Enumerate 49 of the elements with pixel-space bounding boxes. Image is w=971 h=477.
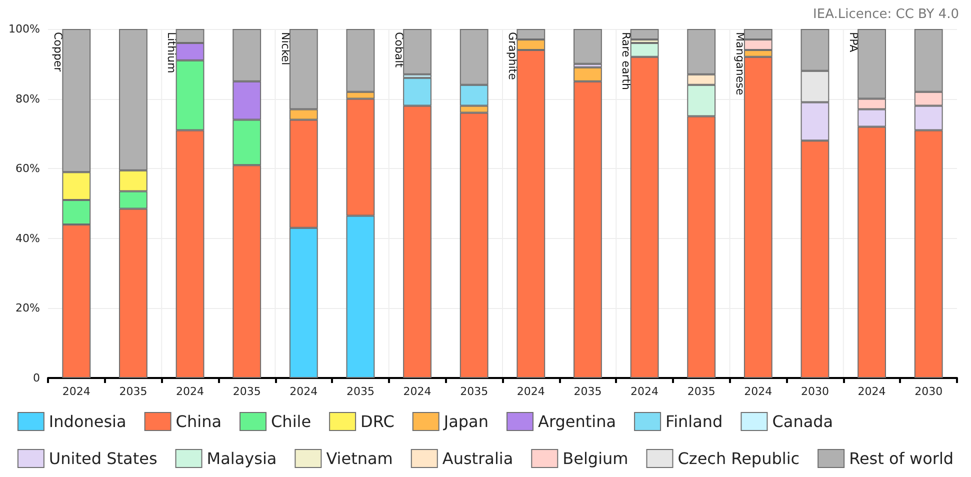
x-tick-label: 2030 bbox=[800, 385, 829, 398]
x-tick-label: 2024 bbox=[176, 385, 204, 398]
annotation: Nickel bbox=[278, 32, 292, 66]
legend-label: Czech Republic bbox=[678, 449, 800, 468]
annotation: Copper bbox=[52, 32, 64, 72]
x-tick-label: 2024 bbox=[744, 385, 772, 398]
x-tick-label: 2024 bbox=[62, 385, 90, 398]
legend-label: DRC bbox=[360, 412, 394, 431]
legend-label: Rest of world bbox=[849, 449, 954, 468]
bar bbox=[574, 29, 602, 64]
y-tick-label: 60% bbox=[16, 162, 40, 176]
x-tick-label: 2035 bbox=[119, 385, 148, 398]
bar bbox=[630, 29, 659, 40]
x-tick-label: 2035 bbox=[574, 385, 602, 398]
legend-label: Malaysia bbox=[206, 449, 277, 468]
annotation: Rare earth bbox=[620, 32, 633, 90]
bar bbox=[403, 29, 432, 74]
legend-label: Finland bbox=[666, 412, 723, 431]
y-tick-label: 80% bbox=[16, 92, 40, 106]
legend-label: Canada bbox=[772, 412, 834, 431]
annotation: Graphite bbox=[506, 32, 519, 80]
legend-label: Argentina bbox=[538, 412, 616, 431]
x-tick-label: 2024 bbox=[516, 385, 545, 398]
y-tick-label: 0 bbox=[33, 372, 40, 384]
legend-label: Indonesia bbox=[48, 412, 126, 431]
legend-label: Australia bbox=[442, 449, 514, 468]
x-tick-label: 2035 bbox=[687, 385, 716, 398]
y-tick-label: 40% bbox=[16, 232, 40, 245]
legend-label: Chile bbox=[271, 412, 312, 431]
x-tick-label: 2024 bbox=[403, 385, 432, 398]
x-tick-label: 2035 bbox=[346, 385, 374, 398]
x-tick-label: 2024 bbox=[290, 385, 318, 398]
x-tick-label: 2035 bbox=[460, 385, 488, 398]
legend-label: Vietnam bbox=[326, 449, 393, 468]
legend-label: United States bbox=[48, 449, 158, 468]
y-tick-label: 20% bbox=[16, 302, 40, 315]
legend-label: Belgium bbox=[562, 449, 628, 468]
x-tick-label: 2030 bbox=[914, 385, 943, 398]
annotation: Cobalt bbox=[392, 32, 406, 68]
annotation: PPA bbox=[846, 32, 860, 53]
annotation: Lithium bbox=[165, 32, 178, 74]
text: IEA.Licence: CC BY 4.0 bbox=[813, 7, 959, 22]
x-tick-label: 2035 bbox=[232, 385, 261, 398]
legend-label: China bbox=[176, 412, 222, 431]
x-tick-label: 2024 bbox=[858, 385, 886, 398]
x-tick-label: 2024 bbox=[630, 385, 659, 398]
legend-label: Japan bbox=[442, 412, 488, 431]
annotation: Manganese bbox=[733, 32, 746, 96]
y-tick-label: 100% bbox=[8, 22, 40, 36]
